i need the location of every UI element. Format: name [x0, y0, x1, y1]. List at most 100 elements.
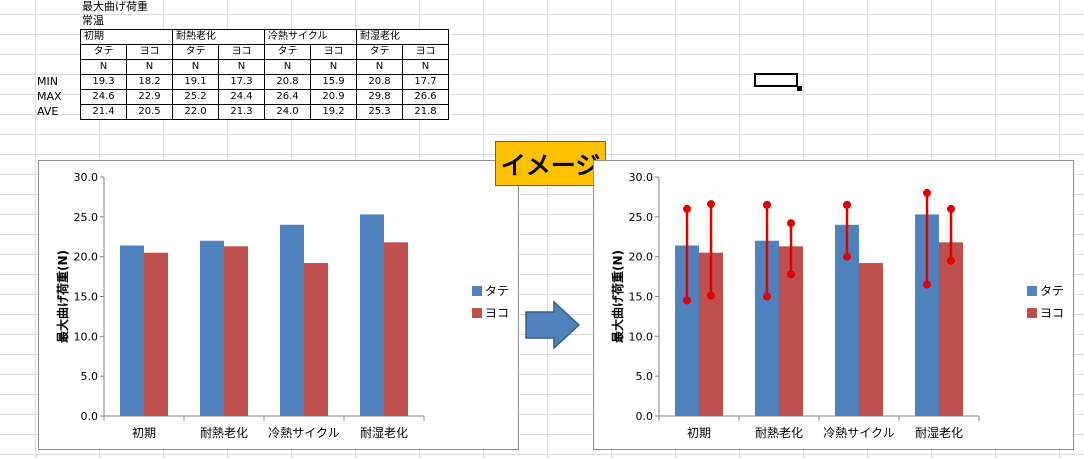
right-arrow-icon[interactable] [523, 300, 583, 352]
bar-tate [360, 214, 384, 416]
group-header-cell[interactable]: 耐湿老化 [356, 29, 449, 45]
direction-cell[interactable]: タテ [80, 44, 127, 60]
value-cell[interactable]: 20.5 [126, 104, 173, 120]
value-cell[interactable]: 29.8 [356, 89, 403, 105]
y-axis-label: 最大曲げ荷重(N) [610, 250, 625, 343]
group-header-row: 初期 耐熱老化 冷熱サイクル 耐湿老化 [80, 29, 449, 45]
x-tick-label: 耐湿老化 [360, 425, 408, 440]
value-cell[interactable]: 17.7 [402, 74, 449, 90]
error-bar-min-marker [923, 280, 931, 289]
chart-image-svg: 0.0 5.0 10.0 15.0 20.0 25.0 30.0 最大曲げ荷重(N) 初期 耐熱老… [610, 171, 1064, 440]
data-table: 初期 耐熱老化 冷熱サイクル 耐湿老化 タテ ヨコ タテ ヨコ タテ ヨコ タテ… [80, 29, 449, 120]
value-cell[interactable]: 21.4 [80, 104, 127, 120]
x-tick-label: 初期 [132, 426, 156, 440]
bar-yoko [224, 246, 248, 416]
x-tick-label: 初期 [687, 426, 711, 440]
chart-image[interactable]: 0.0 5.0 10.0 15.0 20.0 25.0 30.0 最大曲げ荷重(N) 初期 耐熱老… [593, 160, 1074, 450]
bar-yoko [939, 242, 963, 416]
value-cell[interactable]: 24.6 [80, 89, 127, 105]
table-row: 21.4 20.5 22.0 21.3 24.0 19.2 25.3 21.8 [80, 104, 449, 120]
y-tick-label: 10.0 [74, 330, 99, 343]
y-tick-label: 30.0 [74, 171, 99, 184]
unit-cell[interactable]: N [356, 59, 403, 75]
unit-cell[interactable]: N [172, 59, 219, 75]
value-cell[interactable]: 20.8 [264, 74, 311, 90]
value-cell[interactable]: 26.4 [264, 89, 311, 105]
value-cell[interactable]: 25.3 [356, 104, 403, 120]
legend-swatch-tate [1027, 286, 1037, 296]
legend-swatch-yoko [472, 308, 482, 318]
error-bar-max-marker [763, 200, 771, 209]
y-tick-label: 20.0 [629, 251, 654, 264]
value-cell[interactable]: 24.4 [218, 89, 265, 105]
value-cell[interactable]: 19.1 [172, 74, 219, 90]
value-cell[interactable]: 24.0 [264, 104, 311, 120]
unit-cell[interactable]: N [264, 59, 311, 75]
error-bar-max-marker [923, 188, 931, 197]
error-bar-min-marker [787, 270, 795, 279]
group-header-cell[interactable]: 耐熱老化 [172, 29, 265, 45]
direction-cell[interactable]: ヨコ [310, 44, 357, 60]
legend-swatch-yoko [1027, 308, 1037, 318]
direction-cell[interactable]: タテ [356, 44, 403, 60]
unit-cell[interactable]: N [402, 59, 449, 75]
direction-cell[interactable]: タテ [264, 44, 311, 60]
value-cell[interactable]: 18.2 [126, 74, 173, 90]
unit-cell[interactable]: N [126, 59, 173, 75]
direction-cell[interactable]: タテ [172, 44, 219, 60]
sheet-condition: 常温 [82, 14, 104, 27]
direction-cell[interactable]: ヨコ [126, 44, 173, 60]
chart-current[interactable]: 0.0 5.0 10.0 15.0 20.0 25.0 30.0 最大曲げ荷重(N) 初期 耐熱老… [38, 160, 519, 450]
error-bar-min-marker [763, 292, 771, 301]
value-cell[interactable]: 20.9 [310, 89, 357, 105]
y-tick-label: 25.0 [629, 211, 654, 224]
y-tick-label: 15.0 [74, 291, 99, 304]
value-cell[interactable]: 26.6 [402, 89, 449, 105]
bar-yoko [384, 242, 408, 416]
value-cell[interactable]: 19.2 [310, 104, 357, 120]
value-cell[interactable]: 17.3 [218, 74, 265, 90]
error-bar-min-marker [947, 256, 955, 265]
table-row: 19.3 18.2 19.1 17.3 20.8 15.9 20.8 17.7 [80, 74, 449, 90]
row-label-min: MIN [37, 75, 58, 88]
y-tick-label: 0.0 [636, 410, 654, 423]
image-badge[interactable]: イメージ [495, 141, 606, 186]
y-tick-label: 5.0 [81, 370, 99, 383]
chart-current-svg: 0.0 5.0 10.0 15.0 20.0 25.0 30.0 最大曲げ荷重(N) 初期 耐熱老… [55, 171, 509, 440]
unit-cell[interactable]: N [80, 59, 127, 75]
value-cell[interactable]: 22.0 [172, 104, 219, 120]
group-header-cell[interactable]: 初期 [80, 29, 173, 45]
value-cell[interactable]: 15.9 [310, 74, 357, 90]
x-tick-label: 冷熱サイクル [823, 426, 894, 440]
value-cell[interactable]: 20.8 [356, 74, 403, 90]
value-cell[interactable]: 21.3 [218, 104, 265, 120]
error-bar-min-marker [707, 291, 715, 300]
x-tick-label: 耐熱老化 [200, 426, 248, 440]
legend-swatch-tate [472, 286, 482, 296]
error-bar-max-marker [947, 204, 955, 213]
unit-cell[interactable]: N [310, 59, 357, 75]
error-bar-min-marker [843, 252, 851, 261]
bar-tate [200, 240, 224, 416]
y-tick-label: 5.0 [636, 370, 654, 383]
value-cell[interactable]: 25.2 [172, 89, 219, 105]
error-bar-max-marker [843, 200, 851, 209]
direction-cell[interactable]: ヨコ [402, 44, 449, 60]
error-bar-min-marker [683, 296, 691, 305]
sheet-title: 最大曲げ荷重 [82, 0, 148, 13]
table-row: 24.6 22.9 25.2 24.4 26.4 20.9 29.8 26.6 [80, 89, 449, 105]
unit-cell[interactable]: N [218, 59, 265, 75]
direction-row: タテ ヨコ タテ ヨコ タテ ヨコ タテ ヨコ [80, 44, 449, 60]
value-cell[interactable]: 22.9 [126, 89, 173, 105]
legend-label: ヨコ [485, 306, 509, 320]
fill-handle[interactable] [797, 86, 802, 91]
direction-cell[interactable]: ヨコ [218, 44, 265, 60]
value-cell[interactable]: 19.3 [80, 74, 127, 90]
x-tick-label: 冷熱サイクル [268, 426, 339, 440]
active-cell-selection[interactable] [754, 73, 798, 87]
value-cell[interactable]: 21.8 [402, 104, 449, 120]
y-tick-label: 10.0 [629, 330, 654, 343]
group-header-cell[interactable]: 冷熱サイクル [264, 29, 357, 45]
x-tick-label: 耐湿老化 [915, 425, 963, 440]
bar-yoko [859, 263, 883, 416]
